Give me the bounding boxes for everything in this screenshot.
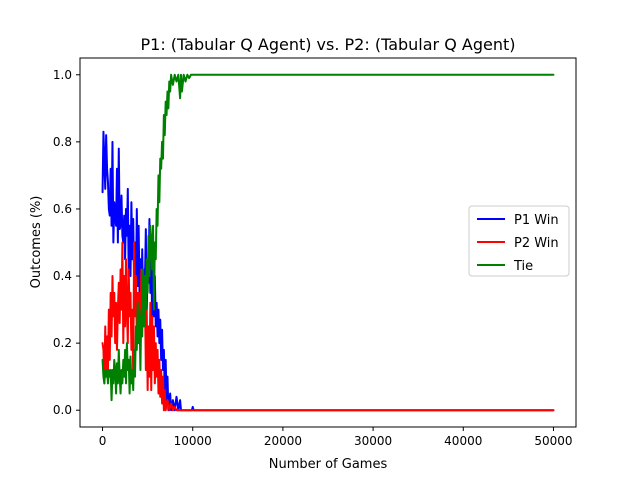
y-tick-label: 0.6 [53, 202, 72, 216]
y-tick-label: 0.2 [53, 336, 72, 350]
axes-frame [79, 57, 577, 428]
chart-title: P1: (Tabular Q Agent) vs. P2: (Tabular Q… [141, 35, 516, 54]
y-axis-label: Outcomes (%) [29, 196, 44, 289]
y-tick-label: 0.8 [53, 135, 72, 149]
x-axis-ticks: 0 10000 20000 30000 40000 50000 [99, 427, 573, 448]
legend-label-tie: Tie [513, 259, 533, 274]
x-tick-label: 50000 [534, 434, 572, 448]
x-tick-label: 0 [99, 434, 107, 448]
legend-label-p2-win: P2 Win [514, 236, 559, 251]
legend-box [468, 205, 570, 277]
y-tick-label: 0.4 [53, 269, 72, 283]
y-tick-label: 0.0 [53, 403, 72, 417]
x-axis-label: Number of Games [269, 457, 388, 472]
y-tick-label: 1.0 [53, 68, 72, 82]
x-tick-label: 20000 [264, 434, 302, 448]
x-tick-label: 30000 [354, 434, 392, 448]
plot-area [101, 73, 555, 412]
legend-label-p1-win: P1 Win [514, 213, 559, 228]
x-tick-label: 40000 [444, 434, 482, 448]
y-axis-ticks: 0.0 0.2 0.4 0.6 0.8 1.0 [53, 68, 80, 417]
series-line-tie [101, 73, 555, 402]
legend: P1 Win P2 Win Tie [468, 205, 570, 277]
x-tick-label: 10000 [174, 434, 212, 448]
